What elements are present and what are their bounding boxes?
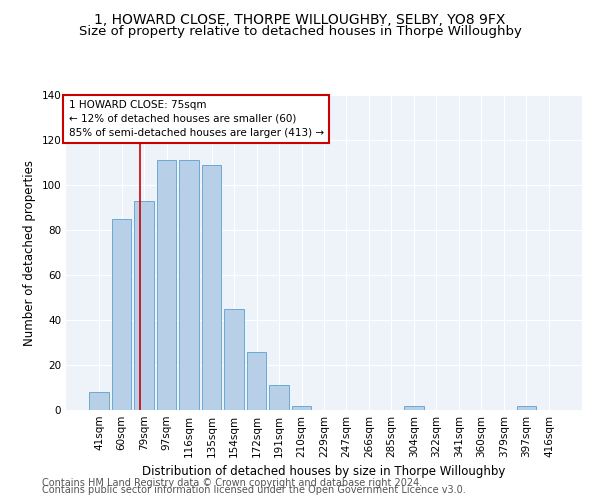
Text: 1, HOWARD CLOSE, THORPE WILLOUGHBY, SELBY, YO8 9FX: 1, HOWARD CLOSE, THORPE WILLOUGHBY, SELB…	[94, 12, 506, 26]
Text: Size of property relative to detached houses in Thorpe Willoughby: Size of property relative to detached ho…	[79, 25, 521, 38]
Bar	[404, 406, 424, 410]
Text: 1 HOWARD CLOSE: 75sqm
← 12% of detached houses are smaller (60)
85% of semi-deta: 1 HOWARD CLOSE: 75sqm ← 12% of detached …	[68, 100, 324, 138]
Bar	[247, 352, 266, 410]
Y-axis label: Number of detached properties: Number of detached properties	[23, 160, 36, 346]
Bar	[134, 200, 154, 410]
Text: Contains HM Land Registry data © Crown copyright and database right 2024.: Contains HM Land Registry data © Crown c…	[42, 478, 422, 488]
Bar	[202, 165, 221, 410]
Bar	[157, 160, 176, 410]
X-axis label: Distribution of detached houses by size in Thorpe Willoughby: Distribution of detached houses by size …	[142, 466, 506, 478]
Bar	[517, 406, 536, 410]
Text: Contains public sector information licensed under the Open Government Licence v3: Contains public sector information licen…	[42, 485, 466, 495]
Bar	[292, 406, 311, 410]
Bar	[179, 160, 199, 410]
Bar	[224, 308, 244, 410]
Bar	[269, 385, 289, 410]
Bar	[89, 392, 109, 410]
Bar	[112, 219, 131, 410]
